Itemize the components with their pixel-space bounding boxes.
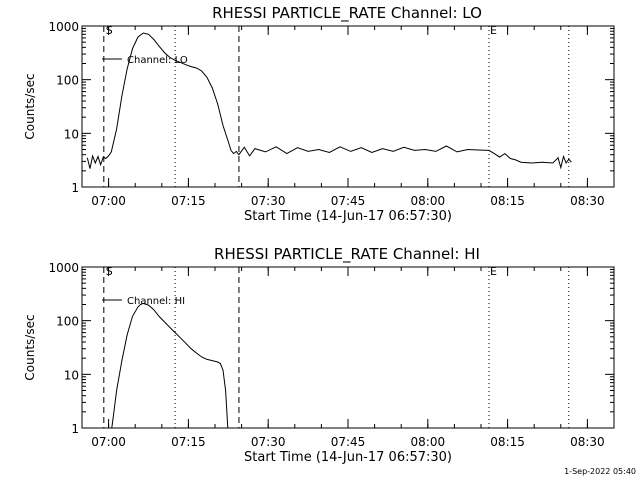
x-tick-label: 07:30 bbox=[251, 435, 286, 449]
y-tick-label: 1 bbox=[71, 422, 79, 436]
x-axis-label: Start Time (14-Jun-17 06:57:30) bbox=[244, 209, 452, 224]
legend-label: Channel: LO bbox=[127, 55, 188, 66]
y-tick-label: 10 bbox=[64, 368, 79, 382]
x-tick-label: 08:30 bbox=[570, 194, 605, 208]
series-line bbox=[111, 302, 229, 428]
start-marker-label: S bbox=[106, 24, 113, 37]
y-tick-label: 100 bbox=[56, 315, 79, 329]
x-tick-label: 07:15 bbox=[171, 435, 206, 449]
end-marker-label: E bbox=[490, 265, 497, 278]
x-tick-label: 08:30 bbox=[570, 435, 605, 449]
legend-label: Channel: HI bbox=[127, 296, 185, 307]
x-tick-label: 08:00 bbox=[411, 435, 446, 449]
x-tick-label: 08:15 bbox=[490, 194, 525, 208]
x-tick-label: 07:15 bbox=[171, 194, 206, 208]
series-line bbox=[86, 32, 572, 170]
panel-2: RHESSI PARTICLE_RATE Channel: HI S E 1 10 100… bbox=[23, 245, 615, 465]
x-tick-label: 07:00 bbox=[91, 435, 126, 449]
x-tick-label: 07:45 bbox=[331, 435, 366, 449]
chart-title: RHESSI PARTICLE_RATE Channel: LO bbox=[212, 4, 482, 23]
x-tick-label: 07:30 bbox=[251, 194, 286, 208]
panel-1: RHESSI PARTICLE_RATE Channel: LO S E 1 10 100… bbox=[23, 4, 615, 224]
start-marker-label: S bbox=[106, 265, 113, 278]
x-axis-label: Start Time (14-Jun-17 06:57:30) bbox=[244, 450, 452, 465]
y-tick-label: 1 bbox=[71, 181, 79, 195]
y-axis-label: Counts/sec bbox=[23, 73, 37, 139]
y-tick-label: 1000 bbox=[48, 261, 79, 275]
y-tick-label: 100 bbox=[56, 74, 79, 88]
plot-frame bbox=[81, 266, 615, 429]
end-marker-label: E bbox=[490, 24, 497, 37]
y-tick-label: 10 bbox=[64, 127, 79, 141]
y-axis-label: Counts/sec bbox=[23, 314, 37, 380]
chart-title: RHESSI PARTICLE_RATE Channel: HI bbox=[214, 245, 480, 264]
x-tick-label: 08:15 bbox=[490, 435, 525, 449]
x-tick-label: 07:00 bbox=[91, 194, 126, 208]
y-tick-label: 1000 bbox=[48, 20, 79, 34]
x-tick-label: 07:45 bbox=[331, 194, 366, 208]
x-tick-label: 08:00 bbox=[411, 194, 446, 208]
